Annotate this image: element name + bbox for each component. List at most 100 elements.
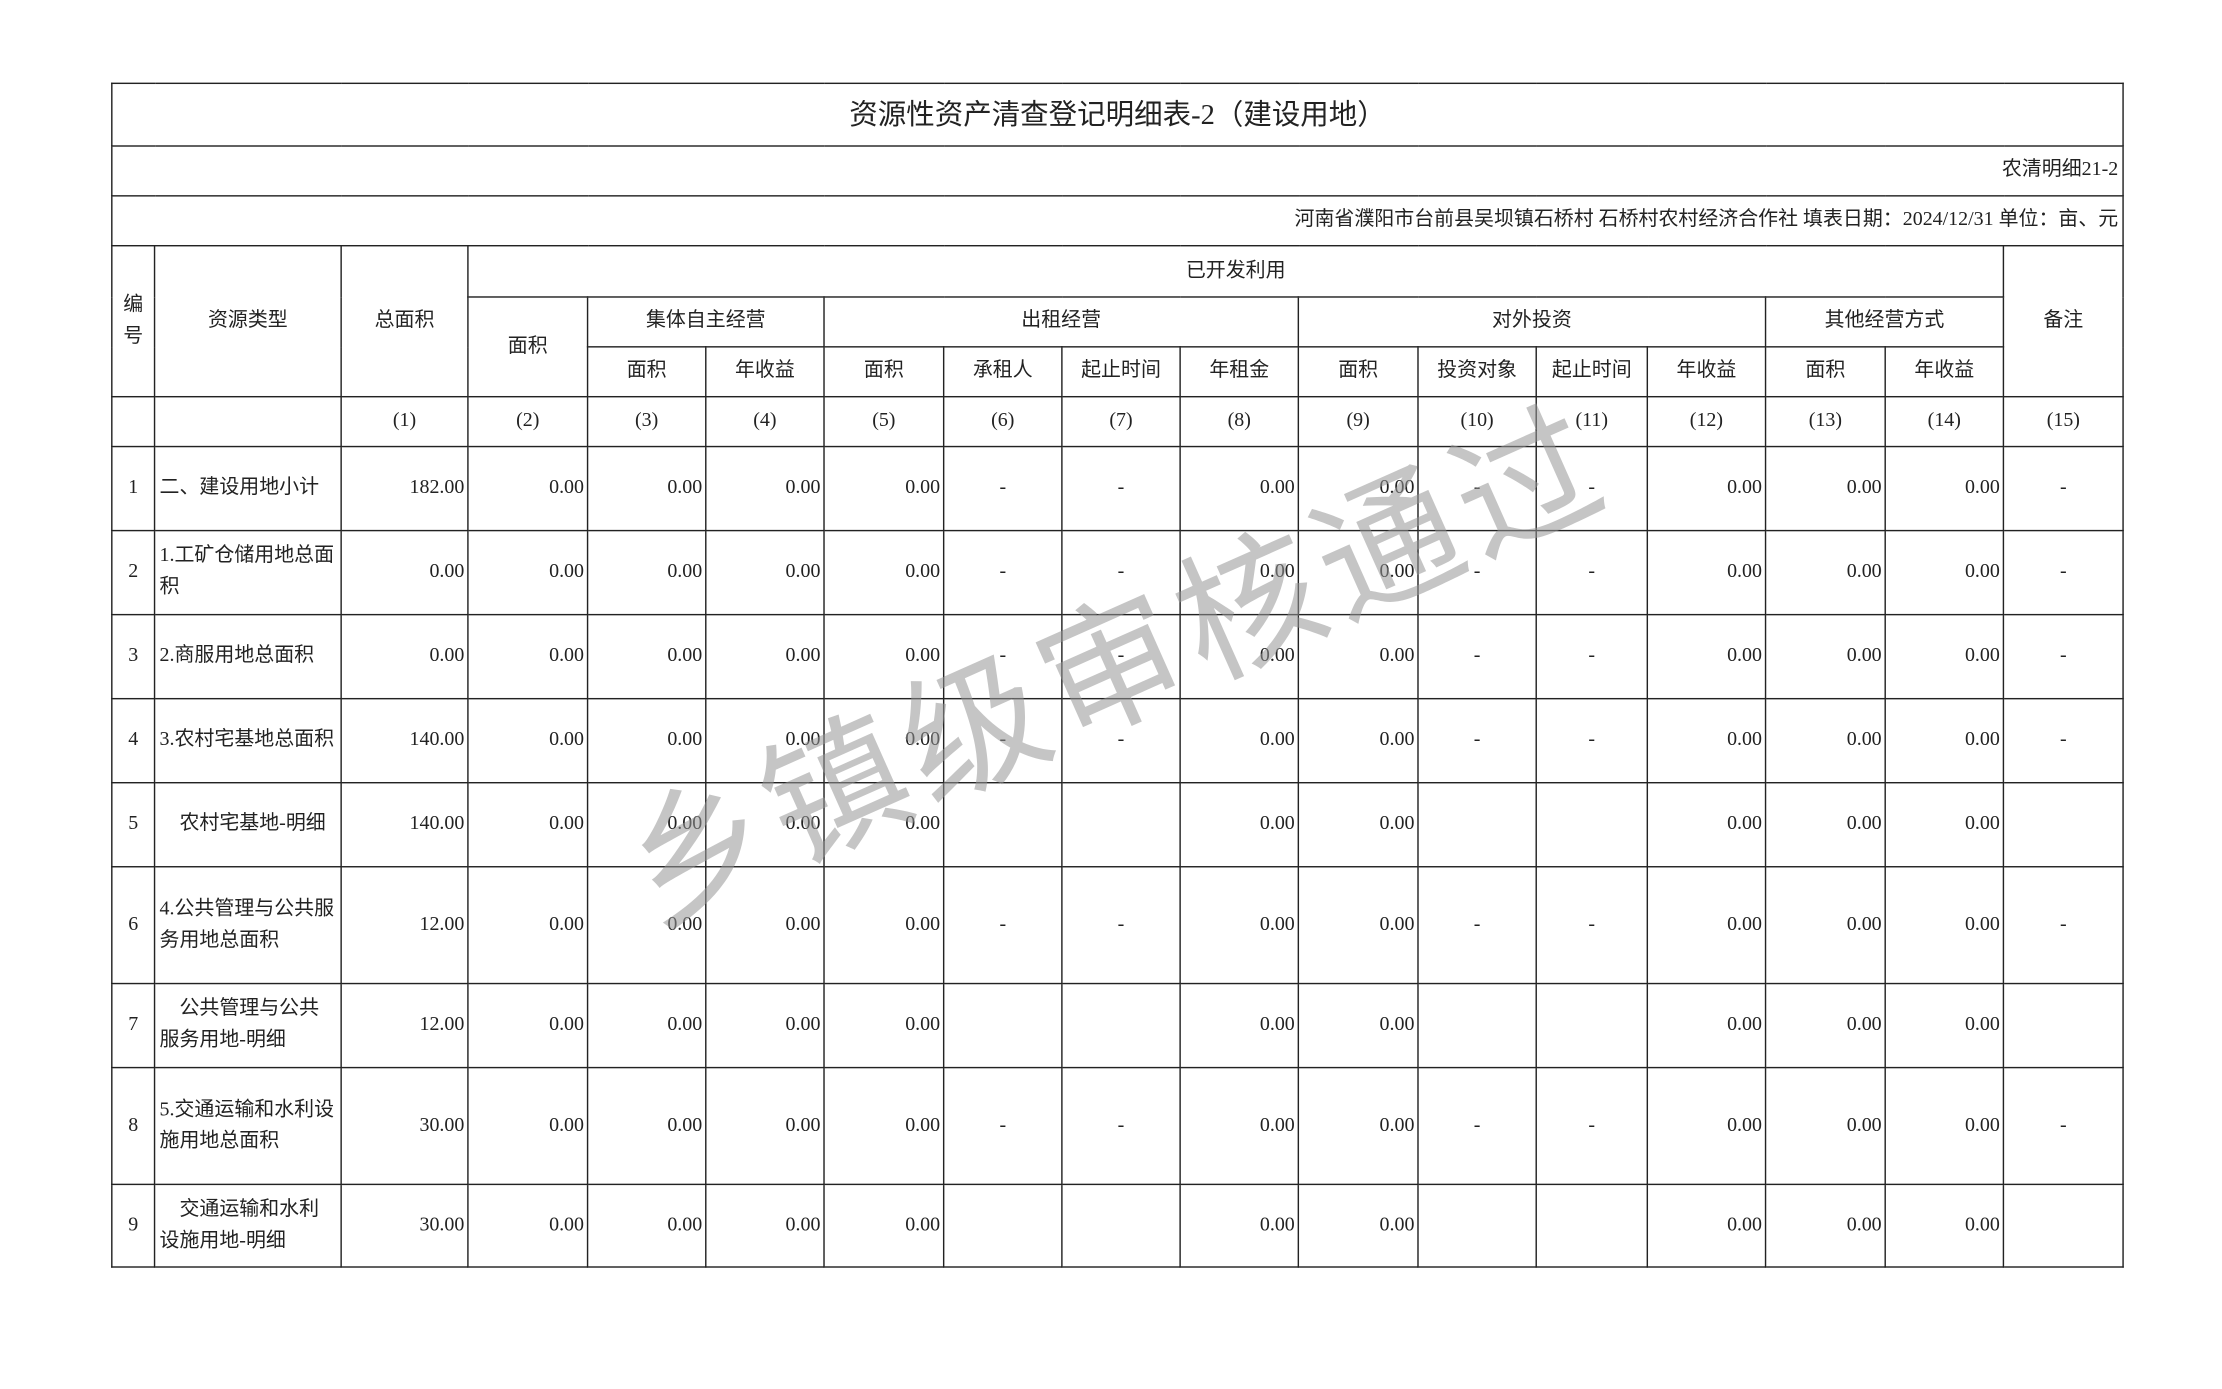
- resource-type: 3.农村宅基地总面积: [153, 697, 342, 784]
- cell: 0.00: [1646, 613, 1767, 700]
- header-no: 编号: [111, 244, 156, 398]
- cell: -: [1535, 1066, 1649, 1186]
- cell: -: [942, 866, 1063, 985]
- resource-type: 公共管理与公共服务用地-明细: [153, 982, 342, 1069]
- column-number: (12): [1646, 395, 1767, 448]
- cell: 0.00: [467, 982, 589, 1069]
- cell: 0.00: [823, 781, 945, 868]
- cell: 0.00: [1646, 781, 1767, 868]
- cell: 0.00: [586, 1066, 707, 1186]
- table-row: 3 2.商服用地总面积 0.00 0.00 0.00 0.00 0.00- -0.00 0.00…: [111, 613, 2124, 700]
- cell: 30.00: [340, 1183, 469, 1268]
- cell: 0.00: [1884, 613, 2005, 700]
- header-i-period: 起止时间: [1535, 346, 1649, 398]
- cell: 0.00: [1884, 697, 2005, 784]
- cell: 0.00: [823, 445, 945, 532]
- cell: -: [1061, 445, 1181, 532]
- cell: 0.00: [823, 529, 945, 616]
- row-no: 3: [111, 613, 156, 700]
- cell: 0.00: [705, 529, 825, 616]
- header-l-period: 起止时间: [1061, 346, 1181, 398]
- cell: 0.00: [340, 529, 469, 616]
- cell: -: [1061, 697, 1181, 784]
- cell: 0.00: [586, 697, 707, 784]
- cell: 140.00: [340, 697, 469, 784]
- cell: 0.00: [1764, 866, 1886, 985]
- cell: 0.00: [1179, 982, 1300, 1069]
- row-no: 9: [111, 1183, 156, 1268]
- cell: 0.00: [1884, 1183, 2005, 1268]
- cell: -: [1535, 697, 1649, 784]
- cell: 0.00: [1297, 697, 1419, 784]
- cell: 0.00: [467, 529, 589, 616]
- cell: 0.00: [1646, 1183, 1767, 1268]
- cell: 0.00: [467, 1066, 589, 1186]
- cell: 0.00: [705, 1066, 825, 1186]
- cell: -: [942, 1066, 1063, 1186]
- cell: 0.00: [467, 697, 589, 784]
- cell: 0.00: [823, 697, 945, 784]
- cell: 0.00: [1179, 445, 1300, 532]
- cell: 0.00: [467, 866, 589, 985]
- cell: 0.00: [705, 1183, 825, 1268]
- cell: [1417, 1183, 1537, 1268]
- cell: -: [942, 697, 1063, 784]
- cell: 0.00: [1764, 1183, 1886, 1268]
- cell: 0.00: [1297, 529, 1419, 616]
- empty-cell: [111, 395, 156, 448]
- cell: 0.00: [1646, 866, 1767, 985]
- header-l-area: 面积: [823, 346, 945, 398]
- cell: 0.00: [1179, 529, 1300, 616]
- row-no: 6: [111, 866, 156, 985]
- header-i-area: 面积: [1297, 346, 1419, 398]
- cell: [942, 1183, 1063, 1268]
- cell: 0.00: [467, 445, 589, 532]
- cell: -: [1061, 866, 1181, 985]
- row-no: 5: [111, 781, 156, 868]
- column-number: (2): [467, 395, 589, 448]
- column-number: (14): [1884, 395, 2005, 448]
- cell: 0.00: [1764, 529, 1886, 616]
- row-no: 1: [111, 445, 156, 532]
- cell: 0.00: [340, 613, 469, 700]
- column-number: (9): [1297, 395, 1419, 448]
- cell: -: [1061, 613, 1181, 700]
- cell: 0.00: [1297, 866, 1419, 985]
- cell: -: [1535, 445, 1649, 532]
- column-number: (6): [942, 395, 1063, 448]
- cell: 0.00: [1884, 1066, 2005, 1186]
- cell: 12.00: [340, 866, 469, 985]
- cell: 0.00: [1179, 1183, 1300, 1268]
- header-lease: 出租经营: [823, 296, 1300, 348]
- cell: -: [942, 445, 1063, 532]
- header-type: 资源类型: [153, 244, 342, 398]
- column-number: (7): [1061, 395, 1181, 448]
- cell: -: [1535, 613, 1649, 700]
- header-l-rent: 年租金: [1179, 346, 1300, 398]
- cell: -: [2002, 1066, 2124, 1186]
- cell: -: [1535, 529, 1649, 616]
- column-number: (10): [1417, 395, 1537, 448]
- cell: 0.00: [823, 866, 945, 985]
- cell: [2002, 982, 2124, 1069]
- cell: 0.00: [1764, 613, 1886, 700]
- cell: 0.00: [705, 982, 825, 1069]
- resource-type: 1.工矿仓储用地总面积: [153, 529, 342, 616]
- cell: 0.00: [586, 982, 707, 1069]
- cell: 0.00: [1179, 866, 1300, 985]
- cell: 0.00: [1646, 697, 1767, 784]
- header-remark: 备注: [2002, 244, 2124, 398]
- page-title: 资源性资产清查登记明细表-2（建设用地）: [111, 82, 2124, 147]
- cell: 182.00: [340, 445, 469, 532]
- cell: [1061, 781, 1181, 868]
- cell: 0.00: [1297, 781, 1419, 868]
- column-number: (13): [1764, 395, 1886, 448]
- report-info: 河南省濮阳市台前县吴坝镇石桥村 石桥村农村经济合作社 填表日期：2024/12/…: [111, 195, 2124, 247]
- cell: 0.00: [586, 866, 707, 985]
- form-code: 农清明细21-2: [111, 145, 2124, 197]
- cell: 0.00: [1764, 1066, 1886, 1186]
- cell: 0.00: [705, 781, 825, 868]
- header-area: 面积: [467, 296, 589, 398]
- cell: 0.00: [586, 529, 707, 616]
- cell: -: [1417, 529, 1537, 616]
